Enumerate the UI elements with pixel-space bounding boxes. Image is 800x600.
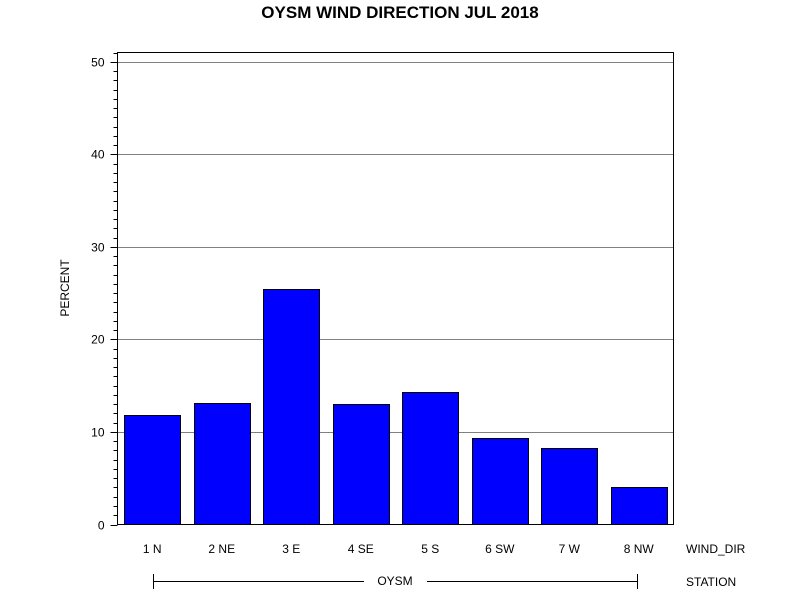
station-group-bracket: OYSM (153, 574, 638, 589)
y-tick-label: 0 (98, 519, 105, 533)
x-tick-label: 3 E (282, 542, 300, 556)
plot-frame (117, 52, 674, 525)
x-tick-label: 8 NW (624, 542, 655, 556)
bar-5-s (402, 392, 459, 525)
station-axis-label: STATION (686, 575, 736, 589)
x-tick-label: 2 NE (208, 542, 235, 556)
bar-1-n (124, 415, 181, 525)
y-tick-label: 40 (91, 148, 105, 162)
y-tick-label: 20 (91, 333, 105, 347)
x-tick-label: 7 W (559, 542, 581, 556)
x-tick-label: 6 SW (485, 542, 515, 556)
bar-3-e (263, 289, 320, 525)
x-tick-label: 1 N (143, 542, 162, 556)
y-minor-ticks (113, 53, 118, 516)
bar-6-sw (472, 438, 529, 525)
grid-lines (117, 62, 674, 433)
y-axis-label: PERCENT (58, 259, 72, 317)
chart-title: OYSM WIND DIRECTION JUL 2018 (261, 3, 538, 22)
bars (124, 289, 668, 525)
y-axis-ticks: 0 10 20 30 40 50 (91, 56, 118, 533)
y-tick-label: 30 (91, 241, 105, 255)
bar-7-w (541, 448, 598, 525)
bar-4-se (333, 404, 390, 525)
x-tick-label: 4 SE (348, 542, 374, 556)
y-tick-label: 50 (91, 56, 105, 70)
x-axis-label: WIND_DIR (686, 542, 746, 556)
bar-2-ne (194, 403, 251, 525)
bar-8-nw (611, 487, 668, 525)
x-axis-ticks: 1 N 2 NE 3 E 4 SE 5 S 6 SW 7 W 8 NW (143, 542, 655, 556)
y-tick-label: 10 (91, 426, 105, 440)
x-tick-label: 5 S (421, 542, 439, 556)
station-group-name: OYSM (377, 574, 412, 588)
